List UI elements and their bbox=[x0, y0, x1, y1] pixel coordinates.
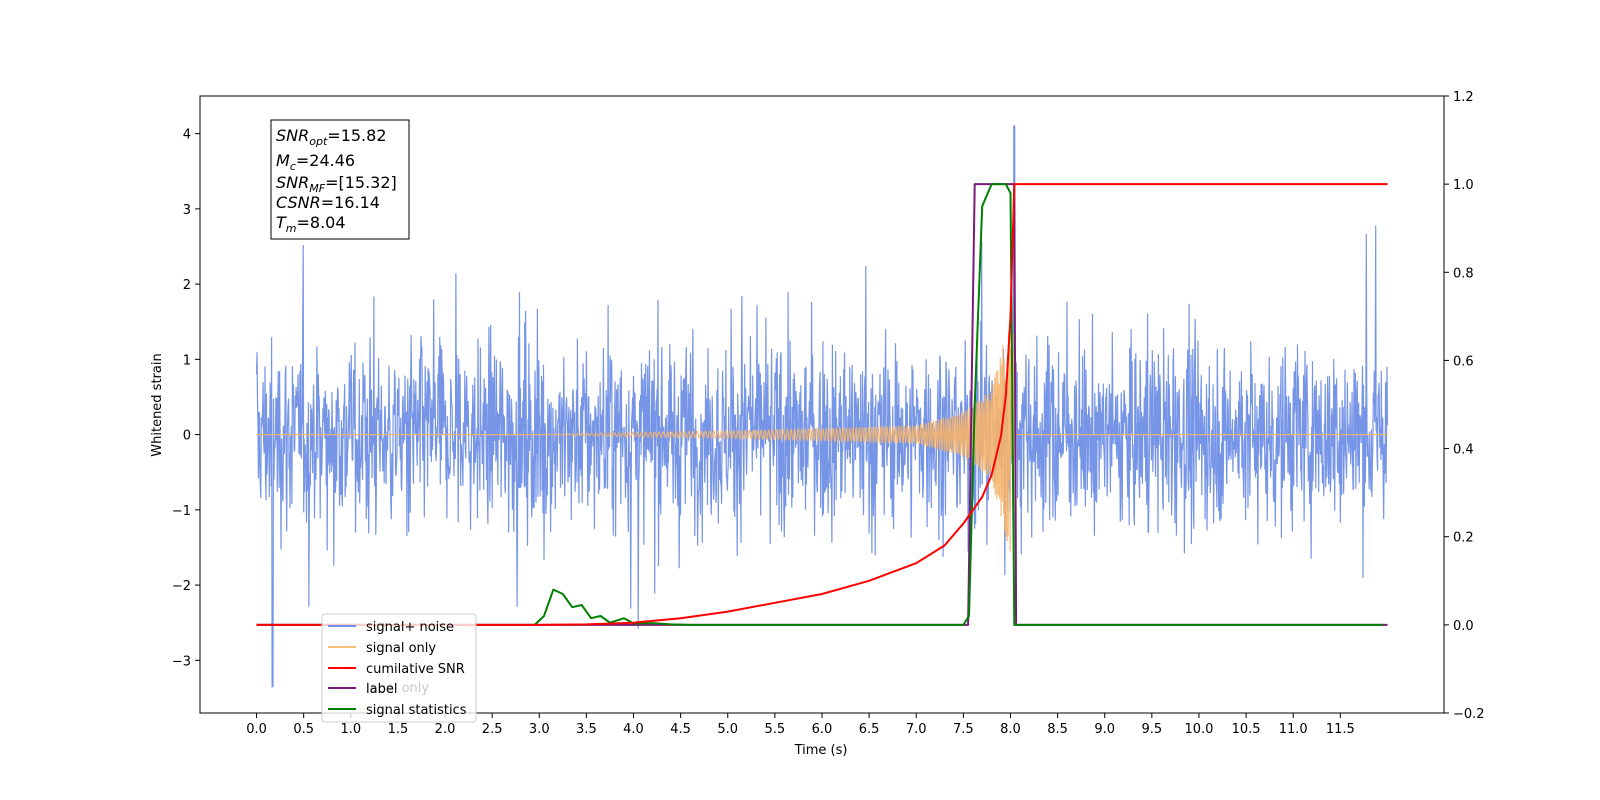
x-tick-label: 4.5 bbox=[670, 722, 691, 737]
x-tick-label: 10.5 bbox=[1232, 722, 1261, 737]
x-tick-label: 6.0 bbox=[812, 722, 833, 737]
annotation-snr-mf: SNRMF=[15.32] bbox=[276, 173, 397, 195]
y-right-tick-label: 0.4 bbox=[1453, 443, 1474, 458]
y-axis-label: Whitened strain bbox=[150, 353, 165, 456]
y-axis-left-ticks: 4 3 2 1 0 −1 −2 −3 bbox=[172, 128, 200, 669]
svg-text:label only: label only bbox=[366, 681, 429, 696]
x-tick-label: 1.5 bbox=[388, 722, 409, 737]
x-tick-label: 10.0 bbox=[1184, 722, 1213, 737]
x-tick-label: 3.5 bbox=[576, 722, 597, 737]
annotation-mc: Mc=24.46 bbox=[276, 151, 355, 173]
legend-entry-signal-statistics: signal statistics bbox=[328, 703, 467, 718]
svg-text:signal statistics: signal statistics bbox=[366, 703, 467, 718]
x-tick-label: 3.0 bbox=[529, 722, 550, 737]
legend-entry-signal-only: signal only bbox=[328, 641, 436, 656]
y-left-tick-label: −2 bbox=[172, 579, 191, 594]
y-right-tick-label: 0.8 bbox=[1453, 266, 1474, 281]
x-tick-label: 5.0 bbox=[717, 722, 738, 737]
x-tick-label: 6.5 bbox=[859, 722, 880, 737]
annotation-tm: Tm=8.04 bbox=[276, 213, 346, 235]
x-axis-ticks: 0.0 0.5 1.0 1.5 2.0 2.5 3.0 3.5 4.0 4.5 5.0 5.5 6.0 6… bbox=[246, 713, 1355, 737]
x-tick-label: 9.0 bbox=[1094, 722, 1115, 737]
legend-entry-label-only: label only bbox=[366, 681, 429, 696]
svg-text:cumilative SNR: cumilative SNR bbox=[366, 662, 465, 677]
svg-text:label: label bbox=[366, 682, 397, 697]
y-right-tick-label: 0.2 bbox=[1453, 531, 1474, 546]
svg-text:signal only: signal only bbox=[366, 641, 436, 656]
series-cumulative-snr bbox=[256, 183, 1388, 626]
x-tick-label: 5.5 bbox=[765, 722, 786, 737]
x-tick-label: 11.0 bbox=[1279, 722, 1308, 737]
x-axis-label: Time (s) bbox=[794, 743, 848, 758]
x-tick-label: 8.0 bbox=[1000, 722, 1021, 737]
x-tick-label: 11.5 bbox=[1326, 722, 1355, 737]
series-signal-only bbox=[256, 329, 1388, 552]
x-tick-label: 7.0 bbox=[906, 722, 927, 737]
annotation-box: SNRopt=15.82 Mc=24.46 SNRMF=[15.32] CSNR… bbox=[270, 119, 410, 240]
x-tick-label: 8.5 bbox=[1047, 722, 1068, 737]
legend: label only signal+ noise signal only cum… bbox=[321, 613, 477, 723]
y-left-tick-label: 1 bbox=[183, 353, 191, 368]
x-tick-label: 1.0 bbox=[340, 722, 361, 737]
y-left-tick-label: 3 bbox=[183, 203, 191, 218]
x-tick-label: 0.0 bbox=[246, 722, 267, 737]
y-axis-right-ticks: 1.2 1.0 0.8 0.6 0.4 0.2 0.0 −0.2 bbox=[1444, 90, 1485, 722]
x-tick-label: 7.5 bbox=[953, 722, 974, 737]
legend-entry-cumulative-snr: cumilative SNR bbox=[328, 662, 465, 677]
svg-text:signal+ noise: signal+ noise bbox=[366, 620, 454, 635]
y-left-tick-label: 2 bbox=[183, 278, 191, 293]
series-signal-statistics bbox=[256, 183, 1383, 626]
x-tick-label: 9.5 bbox=[1142, 722, 1163, 737]
x-tick-label: 0.5 bbox=[293, 722, 314, 737]
annotation-csnr: CSNR=16.14 bbox=[276, 193, 380, 212]
x-tick-label: 2.0 bbox=[435, 722, 456, 737]
x-tick-label: 4.0 bbox=[623, 722, 644, 737]
series-layer bbox=[255, 125, 1389, 688]
y-right-tick-label: 0.0 bbox=[1453, 619, 1474, 634]
y-right-tick-label: 1.2 bbox=[1453, 90, 1474, 105]
y-left-tick-label: 4 bbox=[183, 128, 191, 143]
y-right-tick-label: 1.0 bbox=[1453, 178, 1474, 193]
y-left-tick-label: 0 bbox=[183, 429, 191, 444]
y-right-tick-label: 0.6 bbox=[1453, 354, 1474, 369]
x-tick-label: 2.5 bbox=[482, 722, 503, 737]
annotation-snr-opt: SNRopt=15.82 bbox=[276, 126, 387, 148]
y-right-tick-label: −0.2 bbox=[1453, 707, 1485, 722]
legend-entry-label: label bbox=[328, 682, 397, 697]
legend-entry-signal-noise: signal+ noise bbox=[328, 620, 454, 635]
series-signal-noise bbox=[255, 125, 1389, 688]
y-left-tick-label: −3 bbox=[172, 654, 191, 669]
y-left-tick-label: −1 bbox=[172, 504, 191, 519]
